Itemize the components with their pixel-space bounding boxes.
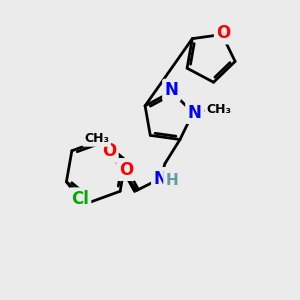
Text: CH₃: CH₃: [206, 103, 231, 116]
Text: O: O: [119, 160, 133, 178]
Text: CH₃: CH₃: [84, 132, 109, 145]
Text: N: N: [154, 169, 167, 188]
Text: O: O: [102, 142, 116, 160]
Text: N: N: [188, 103, 202, 122]
Text: Cl: Cl: [71, 190, 89, 208]
Text: H: H: [166, 172, 178, 188]
Text: N: N: [165, 81, 178, 99]
Text: O: O: [216, 24, 231, 42]
